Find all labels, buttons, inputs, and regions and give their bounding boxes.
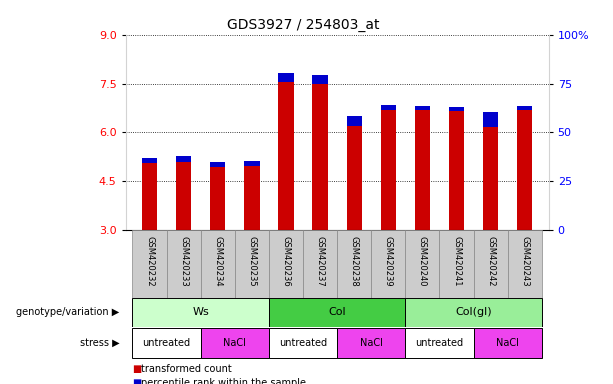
Bar: [269, 328, 337, 358]
Bar: [474, 328, 542, 358]
Bar: [200, 328, 269, 358]
Bar: [474, 230, 508, 298]
Bar: [176, 156, 191, 162]
Bar: [278, 73, 294, 82]
Text: untreated: untreated: [279, 338, 327, 348]
Bar: [371, 230, 405, 298]
Bar: [346, 116, 362, 126]
Bar: [449, 107, 464, 230]
Text: GSM420233: GSM420233: [179, 236, 188, 286]
Bar: [278, 73, 294, 230]
Bar: [132, 230, 167, 298]
Bar: [440, 230, 474, 298]
Text: NaCl: NaCl: [497, 338, 519, 348]
Bar: [381, 105, 396, 110]
Bar: [313, 75, 328, 84]
Bar: [381, 105, 396, 230]
Bar: [517, 106, 533, 110]
Bar: [517, 106, 533, 230]
Bar: [415, 106, 430, 230]
Bar: [200, 230, 235, 298]
Bar: [210, 167, 226, 230]
Text: GSM420241: GSM420241: [452, 236, 461, 286]
Bar: [303, 230, 337, 298]
Text: untreated: untreated: [143, 338, 191, 348]
Text: Ws: Ws: [192, 307, 209, 318]
Bar: [337, 230, 371, 298]
Text: GSM420242: GSM420242: [486, 236, 495, 286]
Text: GSM420240: GSM420240: [418, 236, 427, 286]
Title: GDS3927 / 254803_at: GDS3927 / 254803_at: [227, 18, 379, 32]
Bar: [244, 161, 259, 166]
Text: genotype/variation ▶: genotype/variation ▶: [17, 307, 120, 318]
Text: GSM420239: GSM420239: [384, 236, 393, 286]
Text: ■: ■: [132, 378, 141, 384]
Bar: [235, 230, 269, 298]
Text: NaCl: NaCl: [360, 338, 383, 348]
Text: Col: Col: [329, 307, 346, 318]
Text: GSM420234: GSM420234: [213, 236, 223, 286]
Bar: [176, 162, 191, 230]
Text: stress ▶: stress ▶: [80, 338, 120, 348]
Bar: [142, 158, 157, 164]
Bar: [415, 106, 430, 110]
Bar: [244, 166, 259, 230]
Text: GSM420238: GSM420238: [349, 236, 359, 286]
Text: untreated: untreated: [416, 338, 463, 348]
Bar: [346, 116, 362, 230]
Text: ■: ■: [132, 364, 141, 374]
Bar: [483, 112, 498, 230]
Text: percentile rank within the sample: percentile rank within the sample: [141, 378, 306, 384]
Text: GSM420237: GSM420237: [316, 236, 325, 286]
Text: GSM420232: GSM420232: [145, 236, 154, 286]
Text: GSM420243: GSM420243: [520, 236, 529, 286]
Bar: [167, 230, 200, 298]
Text: GSM420235: GSM420235: [248, 236, 256, 286]
Bar: [313, 75, 328, 230]
Bar: [132, 328, 200, 358]
Bar: [508, 230, 542, 298]
Text: transformed count: transformed count: [141, 364, 232, 374]
Bar: [142, 164, 157, 230]
Bar: [405, 230, 440, 298]
Bar: [449, 107, 464, 111]
Bar: [405, 328, 474, 358]
Bar: [210, 162, 226, 167]
Bar: [132, 298, 269, 326]
Text: Col(gl): Col(gl): [455, 307, 492, 318]
Bar: [483, 112, 498, 127]
Text: GSM420236: GSM420236: [281, 236, 291, 286]
Bar: [405, 298, 542, 326]
Text: NaCl: NaCl: [223, 338, 246, 348]
Bar: [269, 298, 405, 326]
Bar: [269, 230, 303, 298]
Bar: [337, 328, 405, 358]
